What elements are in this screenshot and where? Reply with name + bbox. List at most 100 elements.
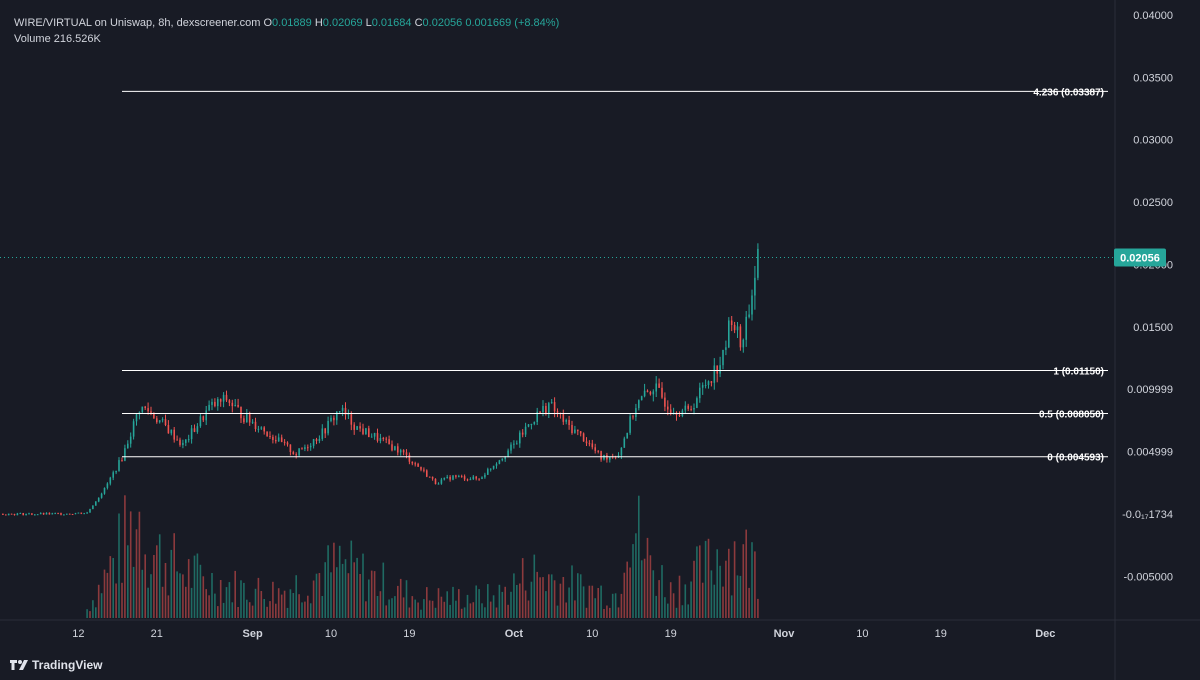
volume-bar [751,542,753,618]
candle-body [632,416,634,418]
volume-bar [217,606,219,618]
candle-body [492,465,495,469]
candle-body [36,514,39,516]
candle-body [141,406,144,413]
candle-body [431,476,434,479]
candle-body [336,411,338,421]
candle-body [176,439,178,441]
volume-bar [338,545,341,618]
candle-body [185,439,187,443]
candle-body [60,513,62,515]
volume-bar [475,585,477,618]
volume-bar [234,570,236,618]
candle-body [118,460,120,471]
volume-bar [678,575,681,618]
volume-bar [542,577,544,618]
candle-body [423,469,425,471]
candle-body [219,399,222,402]
volume-bar [658,580,660,618]
candle-body [63,514,65,516]
volume-bar [312,580,315,618]
volume-bar [182,574,184,618]
candle-body [748,314,750,317]
volume-bar [626,561,628,618]
volume-bar [298,594,300,618]
volume-bar [167,595,170,618]
candle-body [330,417,332,421]
candle-body [495,463,498,466]
candle-body [469,479,472,481]
candle-body [713,365,716,383]
time-axis-label: 21 [151,628,163,640]
tradingview-watermark[interactable]: TradingView [10,656,102,674]
candle-body [571,425,573,433]
volume-bar [481,603,483,618]
volume-bar [266,606,268,618]
volume-bar [556,605,559,618]
volume-bar [127,545,129,618]
volume-bar [86,609,88,618]
close-label: C [414,17,423,29]
volume-bar [275,603,277,618]
candle-body [170,429,173,434]
candle-body [234,405,236,407]
volume-legend: Volume 216.526K [14,31,101,47]
candle-body [623,438,626,448]
candle-body [568,420,570,425]
volume-bar [321,596,324,618]
volume-bar [696,546,698,618]
volume-bar [640,560,643,618]
volume-bar [286,607,289,618]
volume-bar [185,586,187,618]
candle-body [588,443,591,445]
volume-bar [446,591,448,618]
candle-body [77,512,80,514]
candle-body [397,446,399,453]
volume-bar [521,558,524,618]
candle-body [304,447,306,449]
candle-body [399,450,402,453]
volume-bar [571,565,573,618]
low-value: 0.01684 [371,17,412,29]
volume-bar [138,511,141,618]
candle-body [196,426,199,432]
volume-bar [539,577,541,618]
volume-bar [617,607,620,618]
volume-bar [472,602,475,618]
candle-body [420,466,422,470]
volume-bar [519,583,521,618]
candle-body [478,478,480,480]
candle-body [510,444,512,451]
volume-bar [330,572,332,618]
volume-bar [597,588,599,618]
candle-body [283,441,286,443]
candle-body [556,411,559,413]
volume-bar [397,585,399,618]
candle-body [66,513,68,515]
volume-bar [222,602,225,618]
candle-body [519,432,521,444]
candle-body [690,408,692,410]
volume-bar [147,587,149,618]
volume-bar [574,600,576,618]
candle-body [498,460,501,464]
volume-bar [124,495,126,618]
candle-body [550,402,553,404]
volume-bar [516,585,518,618]
candle-body [521,432,524,435]
candle-body [289,444,292,452]
fib-label: 0.5 (0.008050) [1039,410,1104,421]
candle-body [5,514,7,516]
volume-bar [568,587,570,618]
volume-bar [399,578,402,618]
candle-body [89,509,91,513]
candle-body [739,326,742,348]
candle-body [440,479,443,484]
volume-bar [550,574,553,618]
candle-body [315,439,318,441]
candle-body [699,387,701,399]
volume-bar [489,601,492,618]
volume-bar [603,609,605,618]
